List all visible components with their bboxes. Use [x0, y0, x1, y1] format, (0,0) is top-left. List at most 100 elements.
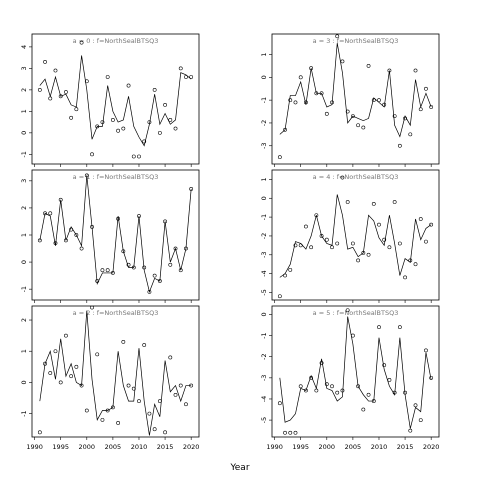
x-tick-label: 2010	[371, 443, 388, 451]
fitted-line	[39, 175, 192, 294]
observed-point	[48, 371, 53, 375]
observed-point	[366, 392, 371, 397]
y-tick-label: 0	[260, 312, 268, 316]
observed-point	[293, 243, 298, 248]
observed-point	[184, 246, 188, 251]
x-tick-label: 2020	[423, 443, 440, 451]
y-tick-label: 1	[20, 109, 28, 113]
y-tick-label: 1	[20, 233, 28, 237]
observed-point	[163, 103, 167, 107]
observed-point	[392, 114, 397, 119]
panel-title: a = 0 : f=NorthSealBTSQ3	[73, 37, 159, 45]
observed-point	[319, 234, 324, 238]
observed-point	[330, 384, 334, 389]
observed-point	[43, 60, 47, 64]
observed-point	[163, 219, 167, 224]
observed-point	[58, 380, 63, 385]
observed-point	[345, 200, 350, 204]
observed-point	[178, 268, 183, 273]
y-tick-label: 3	[20, 66, 28, 70]
observed-point	[189, 383, 194, 388]
observed-point	[79, 40, 84, 45]
observed-point	[69, 115, 74, 120]
observed-point	[58, 197, 63, 202]
x-tick-label: 2010	[131, 443, 148, 451]
y-tick-label: 2	[20, 318, 28, 322]
observed-point	[53, 241, 58, 246]
observed-point	[69, 227, 74, 232]
observed-point	[173, 392, 178, 397]
observed-point	[74, 364, 79, 369]
observed-point	[121, 339, 126, 344]
observed-point	[330, 100, 334, 105]
panel-data	[37, 173, 194, 294]
observed-point	[429, 105, 434, 109]
observed-point	[345, 308, 350, 313]
panel-title: a = 5 : f=NorthSealBTSQ3	[313, 309, 399, 317]
observed-point	[277, 155, 282, 160]
panel-frame	[271, 305, 440, 438]
y-tick-label: 4	[20, 45, 28, 49]
observed-point	[424, 86, 428, 91]
observed-point	[293, 100, 298, 105]
panel-frame	[31, 33, 200, 165]
y-tick-label: 0	[260, 75, 268, 79]
observed-point	[356, 384, 361, 389]
observed-point	[283, 273, 287, 278]
fitted-line	[279, 194, 432, 278]
y-tick-label: -1	[20, 286, 28, 292]
observed-point	[408, 428, 413, 433]
observed-point	[314, 388, 319, 393]
panel-4: a = 2 : f=NorthSealBTSQ3 -1 0 1 2 1990 1995 200…	[20, 305, 200, 451]
observed-point	[288, 98, 293, 103]
observed-point	[152, 427, 157, 432]
fitted-line	[39, 310, 192, 436]
observed-point	[142, 139, 147, 144]
observed-point	[392, 200, 397, 204]
y-tick-label: 0	[20, 131, 28, 135]
observed-point	[340, 59, 345, 64]
observed-point	[84, 408, 89, 413]
observed-point	[43, 211, 47, 216]
y-tick-label: 1	[260, 52, 268, 56]
observed-point	[121, 126, 126, 131]
observed-point	[371, 202, 376, 206]
observed-point	[324, 382, 329, 387]
observed-point	[152, 273, 157, 278]
y-tick-label: -3	[260, 375, 268, 381]
panel-title: a = 1 : f=NorthSealBTSQ3	[73, 173, 159, 181]
observed-point	[131, 386, 136, 391]
observed-point	[397, 241, 402, 246]
observed-point	[319, 361, 324, 365]
observed-point	[168, 355, 173, 360]
observed-point	[189, 75, 194, 79]
x-tick-label: 1995	[292, 443, 309, 451]
observed-point	[298, 243, 303, 248]
y-tick-label: 2	[20, 206, 28, 210]
x-tick-label: 2000	[79, 443, 96, 451]
observed-point	[361, 250, 366, 255]
observed-point	[142, 343, 147, 347]
y-tick-label: -5	[260, 417, 268, 423]
observed-point	[64, 238, 68, 243]
observed-point	[377, 98, 381, 103]
y-tick-label: 3	[20, 179, 28, 183]
observed-point	[90, 224, 94, 229]
x-tick-label: 2005	[345, 443, 362, 451]
observed-point	[309, 245, 314, 250]
observed-point	[105, 75, 110, 79]
observed-point	[137, 214, 141, 218]
x-tick-label: 1990	[266, 443, 283, 451]
observed-point	[377, 325, 381, 330]
y-tick-label: -1	[260, 97, 268, 103]
y-tick-label: -3	[260, 143, 268, 149]
observed-point	[64, 333, 68, 338]
observed-point	[319, 91, 324, 96]
observed-point	[58, 94, 63, 99]
observed-point	[403, 116, 407, 121]
observed-point	[356, 123, 361, 128]
x-tick-label: 2020	[183, 443, 200, 451]
y-tick-label: -5	[260, 289, 268, 295]
observed-point	[152, 87, 157, 92]
observed-point	[413, 403, 418, 408]
